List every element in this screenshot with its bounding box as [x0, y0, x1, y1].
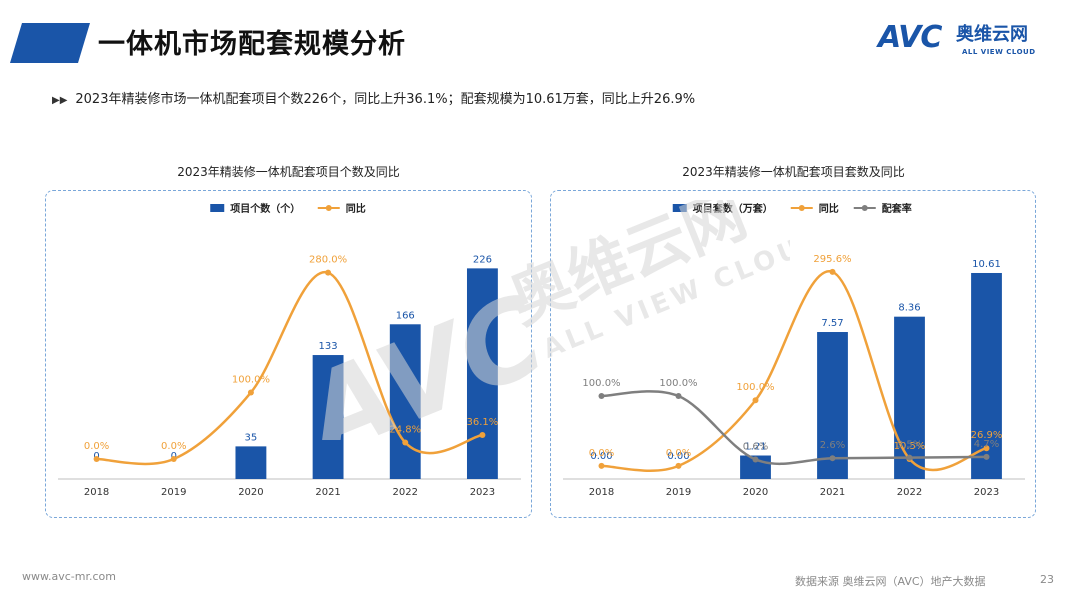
chart2-x-tick-label: 2023 [974, 487, 999, 498]
chart1-x-tick-label: 2021 [315, 487, 340, 498]
chart2-line-label: 0.6% [743, 441, 768, 452]
chart1-line-label: 36.1% [467, 417, 499, 428]
chart2-x-tick-label: 2021 [820, 487, 845, 498]
chart1-line-label: 0.0% [161, 441, 186, 452]
chart1-line-point [325, 269, 332, 276]
chart1-bar-label: 166 [396, 310, 415, 321]
chart2-bar [971, 272, 1002, 479]
chart2-legend-swatch [672, 204, 687, 212]
chart2-line-label: 100.0% [582, 378, 620, 389]
chart1-bar-label: 35 [245, 432, 258, 443]
chart2-line-label: 2.6% [820, 440, 845, 451]
chart1-line-label: 100.0% [232, 374, 270, 385]
chart2-line-point [752, 456, 759, 463]
chart1-x-tick-label: 2020 [238, 487, 263, 498]
double-chevron-right-icon: ▶▶ [52, 95, 68, 106]
chart2-bar-label: 7.57 [821, 318, 843, 329]
chart2-bar-label: 0.00 [667, 451, 689, 462]
chart2-line-point [598, 462, 605, 469]
chart2-bar [817, 332, 848, 479]
logo-name-en: ALL VIEW CLOUD [962, 48, 1036, 56]
chart2-line-point [829, 455, 836, 462]
logo-mark: AVC [878, 20, 942, 55]
chart2-line-label: 26.9% [971, 430, 1003, 441]
chart2-line-label: 295.6% [813, 254, 851, 265]
title-accent-shape [10, 23, 90, 63]
chart2-legend-label: 同比 [819, 202, 839, 215]
chart1-svg: 201820192020202120222023项目个数（个）同比0035133… [58, 202, 521, 498]
chart1-x-tick-label: 2018 [84, 487, 109, 498]
chart1-bar [235, 446, 267, 479]
chart2-legend-label: 配套率 [882, 202, 912, 215]
chart1-x-tick-label: 2022 [393, 487, 418, 498]
page-title: 一体机市场配套规模分析 [98, 29, 406, 60]
chart2-line-point [983, 445, 990, 452]
chart2-legend-marker [861, 205, 868, 211]
chart1-legend-label: 项目个数（个） [230, 202, 300, 215]
chart2-line-label: 0.0% [589, 448, 614, 459]
chart1-x-tick-label: 2019 [161, 487, 186, 498]
chart1-line-point [93, 456, 100, 463]
chart2-x-tick-label: 2018 [589, 487, 614, 498]
summary-text: 2023年精装修市场一体机配套项目个数226个，同比上升36.1%；配套规模为1… [75, 92, 696, 107]
chart2-x-tick-label: 2019 [666, 487, 691, 498]
chart1-line-label: 280.0% [309, 255, 347, 266]
chart2-x-tick-label: 2020 [743, 487, 768, 498]
chart1-line-point [479, 431, 486, 438]
chart2-line-point [598, 393, 605, 400]
chart1-line-point [402, 439, 409, 446]
chart1-bar [466, 268, 498, 479]
chart1-legend-marker [325, 205, 332, 211]
watermark: AVC 奥维云网 ALL VIEW CLOUD [281, 200, 790, 440]
chart1-x-tick-label: 2023 [470, 487, 495, 498]
chart2-legend-label: 项目套数（万套） [693, 202, 773, 215]
chart2-bar [894, 316, 925, 479]
chart2-line-point [675, 462, 682, 469]
chart2-bar-label: 1.21 [744, 442, 766, 453]
chart1-bar [389, 324, 421, 479]
chart1-line-label: 24.8% [389, 425, 421, 436]
brand-logo: AVC 奥维云网 ALL VIEW CLOUD [878, 22, 1058, 64]
page-number: 23 [1040, 573, 1054, 586]
chart2-line-point [829, 268, 836, 275]
footer-source: 数据来源 奥维云网（AVC）地产大数据 [795, 575, 986, 588]
chart2-line-label: 3.5% [897, 440, 922, 451]
chart2-line-label: 4.7% [974, 439, 999, 450]
footer-website: www.avc-mr.com [22, 570, 116, 583]
chart2-line-point [906, 454, 913, 461]
summary-line: ▶▶ 2023年精装修市场一体机配套项目个数226个，同比上升36.1%；配套规模… [52, 88, 695, 107]
chart1-frame: 201820192020202120222023项目个数（个）同比0035133… [45, 190, 532, 518]
chart2-line-label: 100.0% [736, 382, 774, 393]
chart2-line-point [983, 453, 990, 460]
chart1-bar-label: 226 [473, 254, 492, 265]
logo-name-cn: 奥维云网 [956, 24, 1028, 45]
chart2-title: 2023年精装修一体机配套项目套数及同比 [682, 165, 905, 179]
chart1-title: 2023年精装修一体机配套项目个数及同比 [177, 165, 400, 179]
chart1-line-point [247, 389, 254, 396]
chart2-bar-label: 0.00 [590, 451, 612, 462]
chart2-line-label: 10.5% [894, 441, 926, 452]
chart2-x-tick-label: 2022 [897, 487, 922, 498]
chart2-line-label: 0.0% [666, 448, 691, 459]
chart1-line-label: 0.0% [84, 441, 109, 452]
chart2-legend-marker [798, 205, 805, 211]
chart2-frame: 2018 2019 2020 2021 2022 2023 项目套数（万套） 同比 配套率 0.0… [550, 190, 1036, 518]
chart1-legend-label: 同比 [346, 202, 366, 215]
chart2-bar-label: 8.36 [898, 303, 920, 314]
chart2-line-point [752, 397, 759, 404]
chart2-line-label: 100.0% [659, 378, 697, 389]
chart2-svg: 2018 2019 2020 2021 2022 2023 项目套数（万套） 同比 配套率 0.0… [563, 202, 1025, 498]
chart1-bar-label: 133 [319, 341, 338, 352]
chart2-line-point [675, 393, 682, 400]
chart1-line-point [170, 456, 177, 463]
chart1-legend-swatch [210, 204, 225, 212]
chart2-series-line [601, 390, 987, 466]
chart1-bar [312, 355, 344, 479]
chart2-bar-label: 10.61 [972, 259, 1001, 270]
